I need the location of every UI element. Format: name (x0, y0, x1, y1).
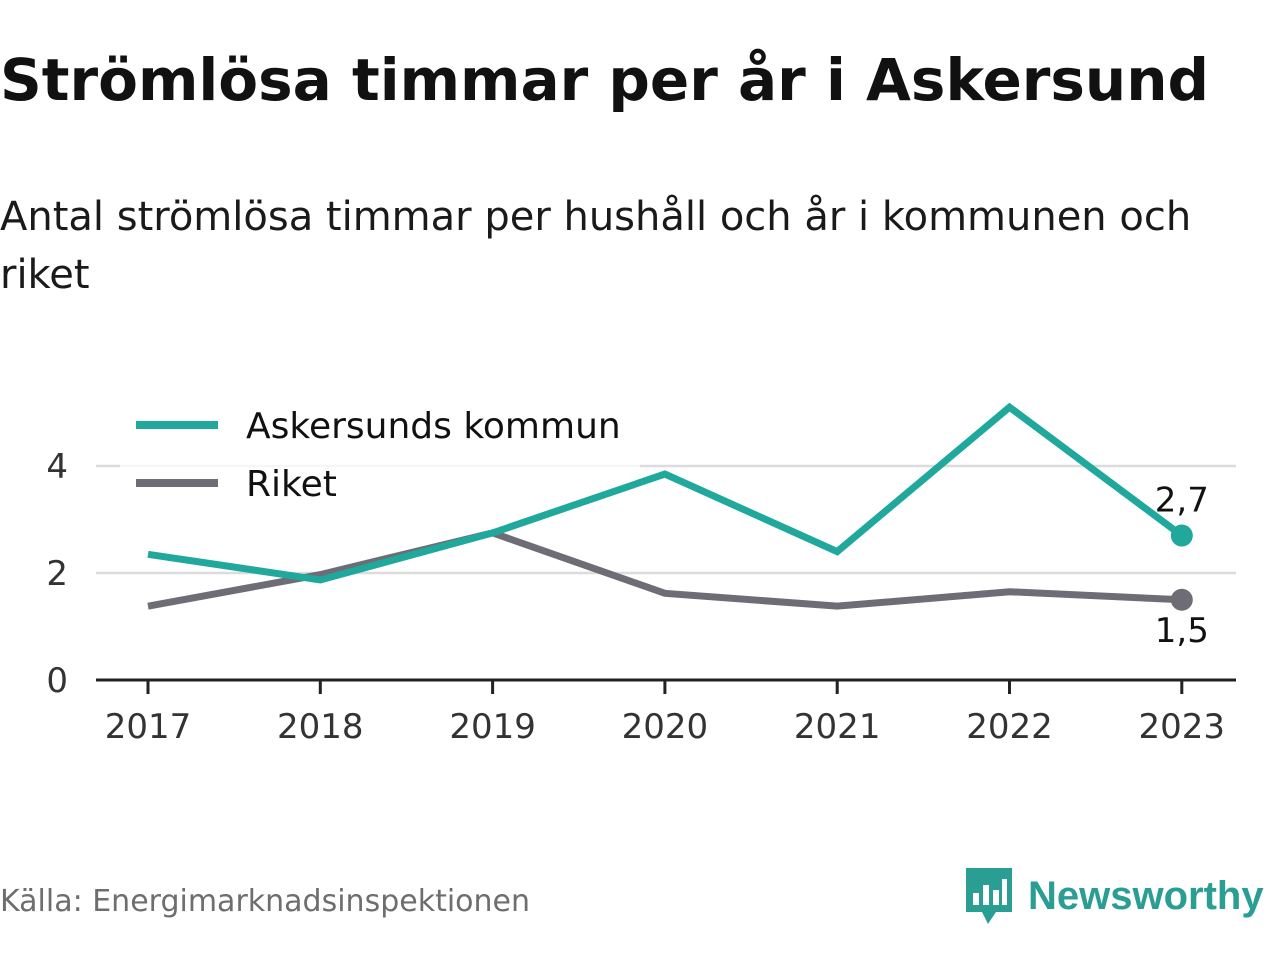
y-tick-label: 0 (46, 661, 68, 701)
line-chart: 2017 2018 2019 2020 2021 2022 2023 0 2 4 Askersu… (46, 398, 1236, 747)
end-point-askersund (1170, 524, 1193, 547)
x-tick-label: 2022 (966, 707, 1053, 747)
end-label-riket: 1,5 (1155, 611, 1209, 651)
source-note: Källa: Energimarknadsinspektionen (0, 884, 531, 919)
chart-title: Strömlösa timmar per år i Askersund (0, 46, 1210, 114)
x-tick-label: 2018 (277, 707, 364, 747)
x-tick-label: 2017 (105, 707, 192, 747)
legend-label: Askersunds kommun (246, 406, 621, 447)
y-tick-label: 2 (46, 554, 68, 594)
newsworthy-logo-icon (966, 868, 1012, 924)
brand-logo: Newsworthy (964, 864, 1264, 928)
y-tick-label: 4 (46, 447, 68, 487)
x-tick-label: 2020 (622, 707, 709, 747)
brand-name: Newsworthy (1028, 873, 1264, 918)
x-tick-label: 2021 (794, 707, 881, 747)
end-point-riket (1170, 588, 1193, 611)
x-tick-label: 2023 (1139, 707, 1226, 747)
series-line-riket (147, 529, 1182, 610)
series-line-askersund (147, 402, 1184, 584)
legend-label: Riket (246, 464, 337, 505)
series-lines (147, 402, 1193, 611)
end-labels: 2,7 1,5 (1155, 481, 1209, 651)
x-axis: 2017 2018 2019 2020 2021 2022 2023 (96, 678, 1236, 747)
legend: Askersunds kommun Riket (120, 398, 640, 516)
chart-subtitle: Antal strömlösa timmar per hushåll och å… (0, 194, 1192, 298)
x-tick-label: 2019 (449, 707, 536, 747)
end-label-askersund: 2,7 (1155, 481, 1209, 521)
legend-background (120, 398, 640, 516)
y-axis-tick-labels: 0 2 4 (46, 447, 68, 701)
